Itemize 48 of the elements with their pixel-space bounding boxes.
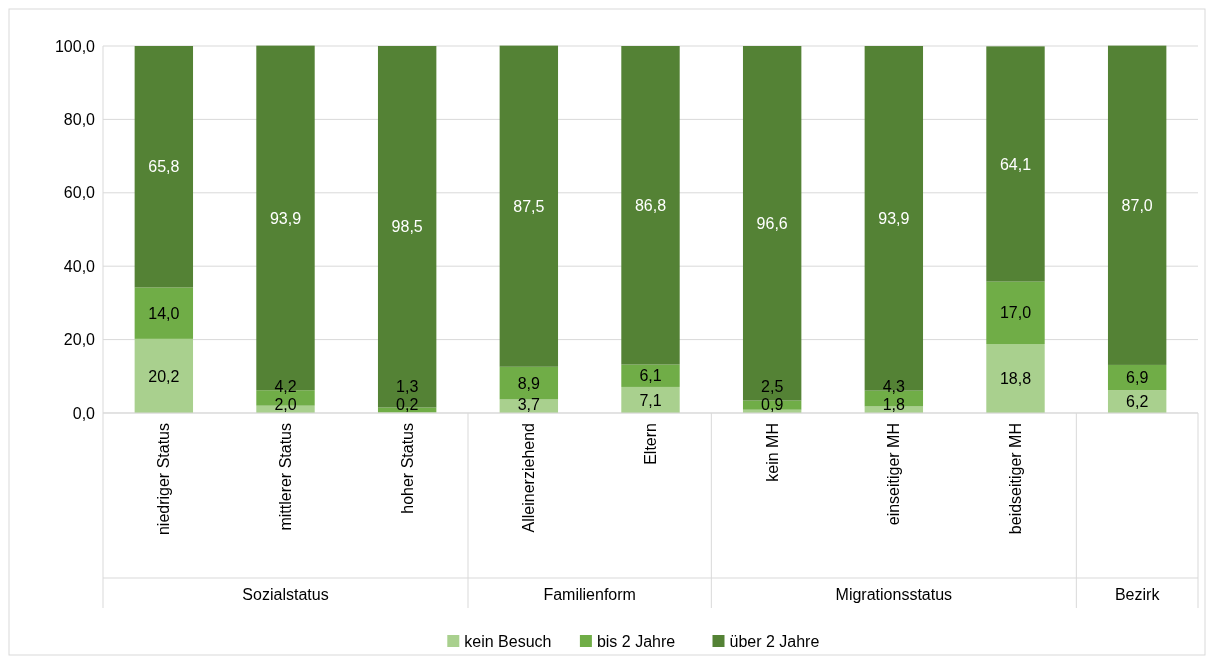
text: Sozialstatus bbox=[242, 585, 329, 603]
data-label: 4,2 bbox=[274, 377, 297, 395]
x-tick-label: einseitiger MH bbox=[885, 423, 903, 526]
x-tick-label: Alleinerziehend bbox=[520, 423, 538, 533]
data-label: 6,9 bbox=[1126, 369, 1149, 387]
data-label: 6,1 bbox=[639, 367, 662, 385]
y-tick-label: 100,0 bbox=[54, 37, 96, 55]
data-label: 65,8 bbox=[148, 158, 180, 176]
data-label: 7,1 bbox=[639, 391, 662, 409]
data-label: 1,3 bbox=[396, 377, 419, 395]
text: Familienform bbox=[543, 585, 636, 603]
y-tick-label: 60,0 bbox=[63, 184, 96, 202]
data-label: 87,0 bbox=[1121, 196, 1153, 214]
y-tick-label: 20,0 bbox=[63, 331, 96, 349]
data-label: 0,9 bbox=[761, 395, 784, 413]
data-label: 64,1 bbox=[999, 155, 1032, 173]
y-tick-label: 0,0 bbox=[72, 404, 96, 422]
text: Bezirk bbox=[1114, 585, 1161, 603]
data-label: 17,0 bbox=[999, 304, 1032, 322]
data-label: 1,8 bbox=[882, 395, 906, 413]
y-tick-label: 40,0 bbox=[63, 257, 96, 275]
data-label: 20,2 bbox=[148, 367, 180, 385]
data-label: 6,2 bbox=[1126, 393, 1149, 411]
legend-label: bis 2 Jahre bbox=[596, 632, 676, 650]
legend-label: kein Besuch bbox=[464, 632, 552, 650]
x-tick-label: beidseitiger MH bbox=[1007, 423, 1025, 535]
data-label: 98,5 bbox=[391, 218, 423, 236]
x-tick-label: hoher Status bbox=[398, 423, 416, 514]
data-label: 2,5 bbox=[761, 377, 784, 395]
data-label: 93,9 bbox=[269, 209, 302, 227]
data-label: 18,8 bbox=[999, 370, 1032, 388]
legend-label: über 2 Jahre bbox=[729, 632, 820, 650]
x-tick-label: mittlerer Status bbox=[277, 423, 295, 531]
data-label: 14,0 bbox=[148, 304, 180, 322]
data-label: 8,9 bbox=[517, 374, 541, 392]
text: Migrationsstatus bbox=[835, 585, 953, 603]
data-label: 86,8 bbox=[634, 196, 667, 214]
data-label: 3,7 bbox=[517, 395, 541, 413]
data-label: 0,2 bbox=[396, 395, 419, 413]
data-label: 2,0 bbox=[274, 395, 297, 413]
data-label: 87,5 bbox=[513, 197, 545, 215]
x-tick-label: Eltern bbox=[642, 423, 660, 465]
data-label: 96,6 bbox=[756, 214, 788, 232]
x-tick-label: kein MH bbox=[763, 423, 781, 482]
data-label: 4,3 bbox=[882, 377, 906, 395]
y-tick-label: 80,0 bbox=[63, 111, 96, 128]
x-tick-label: niedriger Status bbox=[155, 423, 173, 536]
data-label: 93,9 bbox=[878, 209, 910, 227]
